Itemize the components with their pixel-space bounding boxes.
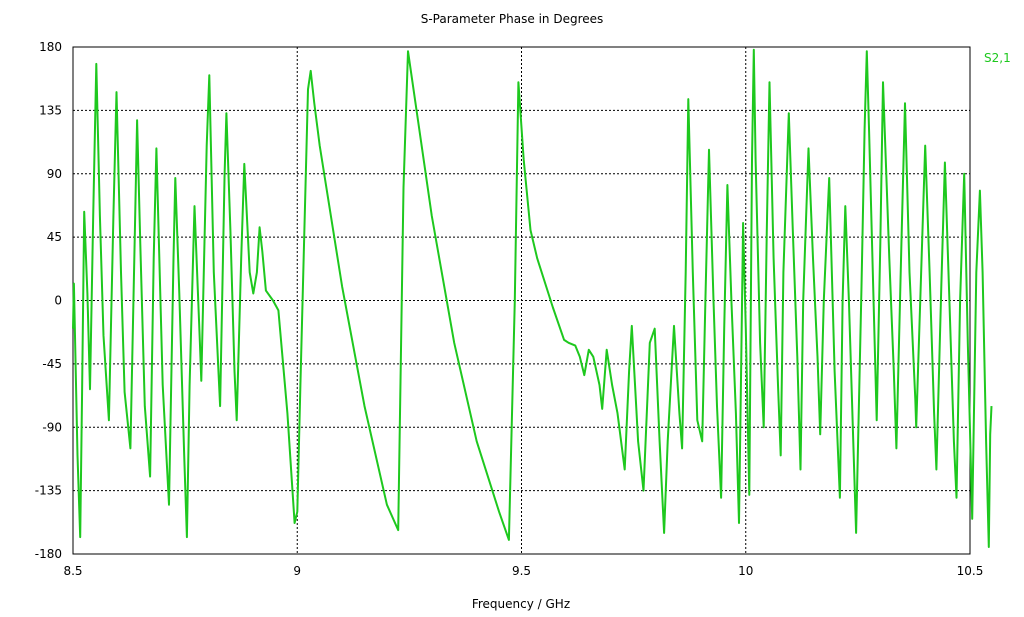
y-tick-label: 180	[39, 40, 62, 54]
legend-entry-s21: S2,1	[984, 51, 1011, 65]
y-tick-label: -180	[35, 547, 62, 561]
y-tick-label: -135	[35, 484, 62, 498]
series-group	[72, 48, 993, 548]
chart-title: S-Parameter Phase in Degrees	[421, 12, 604, 26]
x-tick-label: 9.5	[512, 564, 531, 578]
y-tick-label: 135	[39, 103, 62, 117]
x-tick-label: 9	[293, 564, 301, 578]
x-axis-ticks: 8.5 9 9.5 10 10.5	[63, 564, 983, 578]
x-tick-label: 10.5	[957, 564, 984, 578]
y-tick-label: -90	[42, 420, 62, 434]
y-tick-label: 90	[47, 167, 62, 181]
y-tick-label: 45	[47, 230, 62, 244]
x-tick-label: 10	[738, 564, 753, 578]
series-line-s21	[72, 48, 993, 548]
x-tick-label: 8.5	[63, 564, 82, 578]
y-axis-ticks: 180 135 90 45 0 -45 -90 -135 -180	[35, 40, 62, 561]
grid-lines	[73, 47, 970, 554]
y-tick-label: 0	[54, 294, 62, 308]
x-axis-label: Frequency / GHz	[472, 597, 570, 611]
y-tick-label: -45	[42, 357, 62, 371]
